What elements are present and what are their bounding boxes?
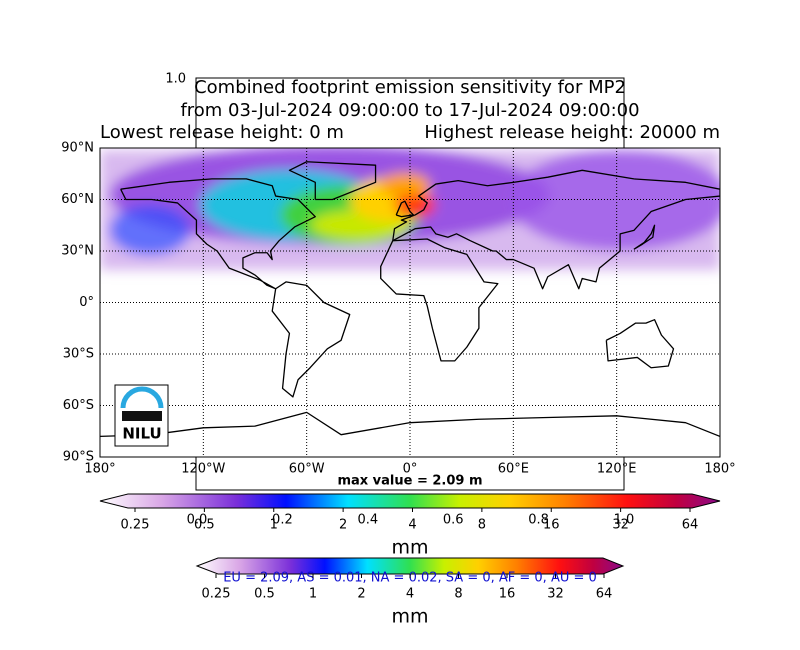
colorbar-tick-label: 8 [454, 587, 462, 602]
colorbar-tick-label: 2 [357, 587, 365, 602]
overlay-tick-label: 0.8 [528, 513, 549, 528]
lon-label: 120°E [597, 462, 637, 477]
lat-label: 90°N [61, 141, 94, 156]
overlay-tick-label: 0.2 [272, 513, 293, 528]
lon-label: 180° [704, 462, 735, 477]
title-line: from 03-Jul-2024 09:00:00 to 17-Jul-2024… [180, 100, 639, 121]
release-height: Lowest release height: 0 m [100, 122, 344, 143]
coastline [288, 161, 377, 201]
coastline [605, 319, 675, 369]
title-line: Combined footprint emission sensitivity … [194, 77, 626, 98]
lon-label: 180° [84, 462, 115, 477]
map-frame [99, 147, 721, 458]
colorbar-tick-label: 4 [406, 587, 414, 602]
coastline [392, 169, 720, 290]
overlay-tick-label: 0.4 [357, 513, 378, 528]
graticule [100, 148, 720, 457]
colorbar-tick-label: 0.5 [254, 587, 275, 602]
lat-label: 30°S [63, 347, 94, 362]
colorbar-tick-label: 32 [547, 587, 564, 602]
colorbar-tick-label: 4 [408, 518, 416, 533]
logo: NILU [114, 384, 169, 447]
coastline [633, 224, 656, 250]
coastline [100, 411, 720, 438]
colorbar-tick-label: 1 [309, 587, 317, 602]
colorbar-tick-label: 0.25 [121, 518, 150, 533]
colorbar-tick-label: 32 [612, 518, 629, 533]
colorbar [195, 557, 625, 575]
colorbar-tick-label: 0.5 [194, 518, 215, 533]
overlay-tick-label: 0.6 [443, 513, 464, 528]
lon-label: 60°W [289, 462, 325, 477]
release-height: Highest release height: 20000 m [424, 122, 720, 143]
colorbar [99, 493, 721, 509]
logo-text: NILU [122, 425, 161, 443]
lat-label: 60°S [63, 398, 94, 413]
lon-label: 120°W [181, 462, 225, 477]
colorbar-tick-label: 2 [339, 518, 347, 533]
corner-label: 1.0 [165, 72, 186, 87]
coastline [271, 281, 351, 398]
colorbar-tick-label: 16 [499, 587, 516, 602]
overlay-tick-label: 1.0 [614, 513, 635, 528]
lat-label: 0° [79, 295, 94, 310]
lon-label: 60°E [498, 462, 529, 477]
lat-label: 90°S [63, 450, 94, 465]
overlay-tick-label: 0.0 [187, 513, 208, 528]
lat-label: 30°N [61, 244, 94, 259]
lat-label: 60°N [61, 192, 94, 207]
lon-label: 0° [403, 462, 418, 477]
colorbar-label: mm [391, 537, 428, 559]
colorbar-tick-label: 64 [596, 587, 613, 602]
max-value: max value = 2.09 m [337, 474, 482, 489]
colorbar-tick-label: 16 [543, 518, 560, 533]
colorbar-label: mm [391, 606, 428, 628]
colorbar-tick-label: 8 [478, 518, 486, 533]
colorbar-tick-label: 64 [682, 518, 699, 533]
colorbar-tick-label: 1 [270, 518, 278, 533]
colorbar-tick-label: 0.25 [202, 587, 231, 602]
coastline [120, 178, 316, 290]
